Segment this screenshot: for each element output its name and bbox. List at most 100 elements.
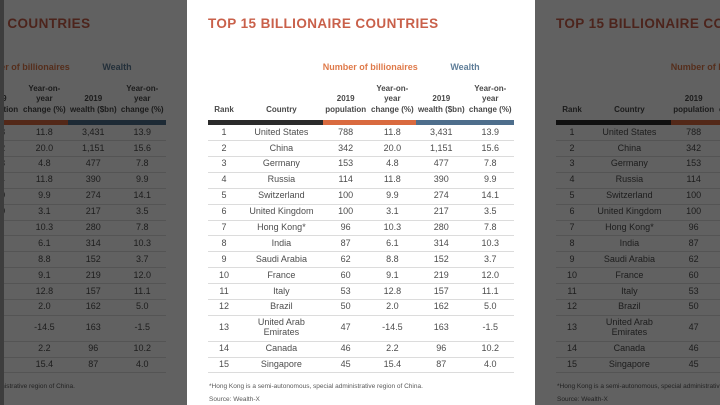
- population-yoy-cell: 8.8: [368, 251, 417, 269]
- country-cell: United States: [240, 125, 323, 142]
- wealth-cell: 274: [416, 188, 467, 205]
- population-cell: 153: [322, 156, 369, 173]
- country-cell: United Kingdom: [240, 204, 323, 221]
- wealth-cell: 87: [416, 357, 467, 374]
- population-cell: 342: [322, 140, 369, 157]
- column-header-population-yoy: Year-on-year change (%): [371, 84, 414, 114]
- population-yoy-cell: 20.0: [368, 140, 417, 157]
- country-cell: Hong Kong*: [240, 220, 323, 237]
- rank-cell: 6: [208, 204, 241, 221]
- billionaire-countries-table: Number of billionaires Wealth Rank Count…: [208, 62, 514, 374]
- country-cell: Singapore: [240, 357, 323, 374]
- population-yoy-cell: 3.1: [368, 204, 417, 221]
- header-bar-billionaires: [322, 120, 417, 126]
- wealth-cell: 163: [416, 315, 467, 342]
- column-header-row: Rank Country 2019 population Year-on-yea…: [208, 84, 514, 120]
- group-header-wealth: Wealth: [450, 62, 480, 72]
- wealth-cell: 390: [416, 172, 467, 189]
- wealth-cell: 3,431: [416, 125, 467, 142]
- population-yoy-cell: 4.8: [368, 156, 417, 173]
- slide-current: TOP 15 BILLIONAIRE COUNTRIES Number of b…: [187, 0, 535, 405]
- wealth-cell: 96: [416, 341, 467, 358]
- population-cell: 60: [322, 267, 369, 285]
- population-cell: 788: [322, 125, 369, 142]
- header-accent-bar: [208, 120, 514, 126]
- country-cell: Canada: [240, 341, 323, 358]
- rank-cell: 3: [208, 156, 241, 173]
- group-header-spacer: [208, 62, 323, 84]
- wealth-cell: 217: [416, 204, 467, 221]
- column-header-wealth: 2019 wealth ($bn): [417, 94, 465, 114]
- wealth-yoy-cell: 3.7: [466, 251, 514, 269]
- rank-cell: 12: [208, 299, 241, 316]
- column-header-population: 2019 population: [325, 94, 367, 114]
- rank-cell: 13: [208, 315, 241, 342]
- population-cell: 100: [322, 204, 369, 221]
- population-cell: 62: [322, 251, 369, 269]
- population-yoy-cell: 11.8: [368, 125, 417, 142]
- country-cell: Germany: [240, 156, 323, 173]
- slide-previous[interactable]: TOP 15 BILLIONAIRE COUNTRIES Number of b…: [0, 0, 187, 405]
- population-yoy-cell: 6.1: [368, 235, 417, 253]
- panel-title: TOP 15 BILLIONAIRE COUNTRIES: [208, 16, 439, 31]
- dim-overlay: [0, 0, 187, 405]
- group-header-billionaires: Number of billionaires: [322, 62, 418, 72]
- footnote: *Hong Kong is a semi-autonomous, special…: [209, 383, 423, 391]
- rank-cell: 5: [208, 188, 241, 205]
- source-credit: Source: Wealth-X: [209, 396, 260, 404]
- population-cell: 53: [322, 283, 369, 300]
- rank-cell: 4: [208, 172, 241, 189]
- population-cell: 47: [322, 315, 369, 342]
- population-cell: 100: [322, 188, 369, 205]
- population-yoy-cell: 12.8: [368, 283, 417, 300]
- country-cell: France: [240, 267, 323, 285]
- population-yoy-cell: 9.1: [368, 267, 417, 285]
- column-header-wealth-yoy: Year-on-year change (%): [468, 84, 512, 114]
- wealth-cell: 280: [416, 220, 467, 237]
- wealth-cell: 162: [416, 299, 467, 316]
- wealth-cell: 314: [416, 235, 467, 253]
- population-cell: 87: [322, 235, 369, 253]
- wealth-yoy-cell: 5.0: [466, 299, 514, 316]
- carousel-gap: [0, 0, 4, 405]
- wealth-cell: 477: [416, 156, 467, 173]
- population-cell: 96: [322, 220, 369, 237]
- slide-next[interactable]: TOP 15 BILLIONAIRE COUNTRIES Number of b…: [535, 0, 720, 405]
- wealth-cell: 1,151: [416, 140, 467, 157]
- billionaire-countries-panel: TOP 15 BILLIONAIRE COUNTRIES Number of b…: [187, 0, 535, 403]
- population-cell: 45: [322, 357, 369, 374]
- rank-cell: 1: [208, 125, 241, 142]
- wealth-yoy-cell: 10.3: [466, 235, 514, 253]
- column-header-rank: Rank: [214, 104, 234, 114]
- population-cell: 46: [322, 341, 369, 358]
- wealth-yoy-cell: 7.8: [466, 156, 514, 173]
- wealth-cell: 152: [416, 251, 467, 269]
- wealth-yoy-cell: 7.8: [466, 220, 514, 237]
- rank-cell: 11: [208, 283, 241, 300]
- population-yoy-cell: 9.9: [368, 188, 417, 205]
- header-bar-rank-country: [208, 120, 323, 126]
- population-yoy-cell: 2.0: [368, 299, 417, 316]
- panel-mount-current: TOP 15 BILLIONAIRE COUNTRIES Number of b…: [187, 0, 535, 403]
- country-cell: Saudi Arabia: [240, 251, 323, 269]
- country-cell: Italy: [240, 283, 323, 300]
- population-yoy-cell: 10.3: [368, 220, 417, 237]
- population-yoy-cell: 11.8: [368, 172, 417, 189]
- wealth-yoy-cell: 10.2: [466, 341, 514, 358]
- wealth-yoy-cell: 9.9: [466, 172, 514, 189]
- country-cell: Brazil: [240, 299, 323, 316]
- wealth-yoy-cell: 12.0: [466, 267, 514, 285]
